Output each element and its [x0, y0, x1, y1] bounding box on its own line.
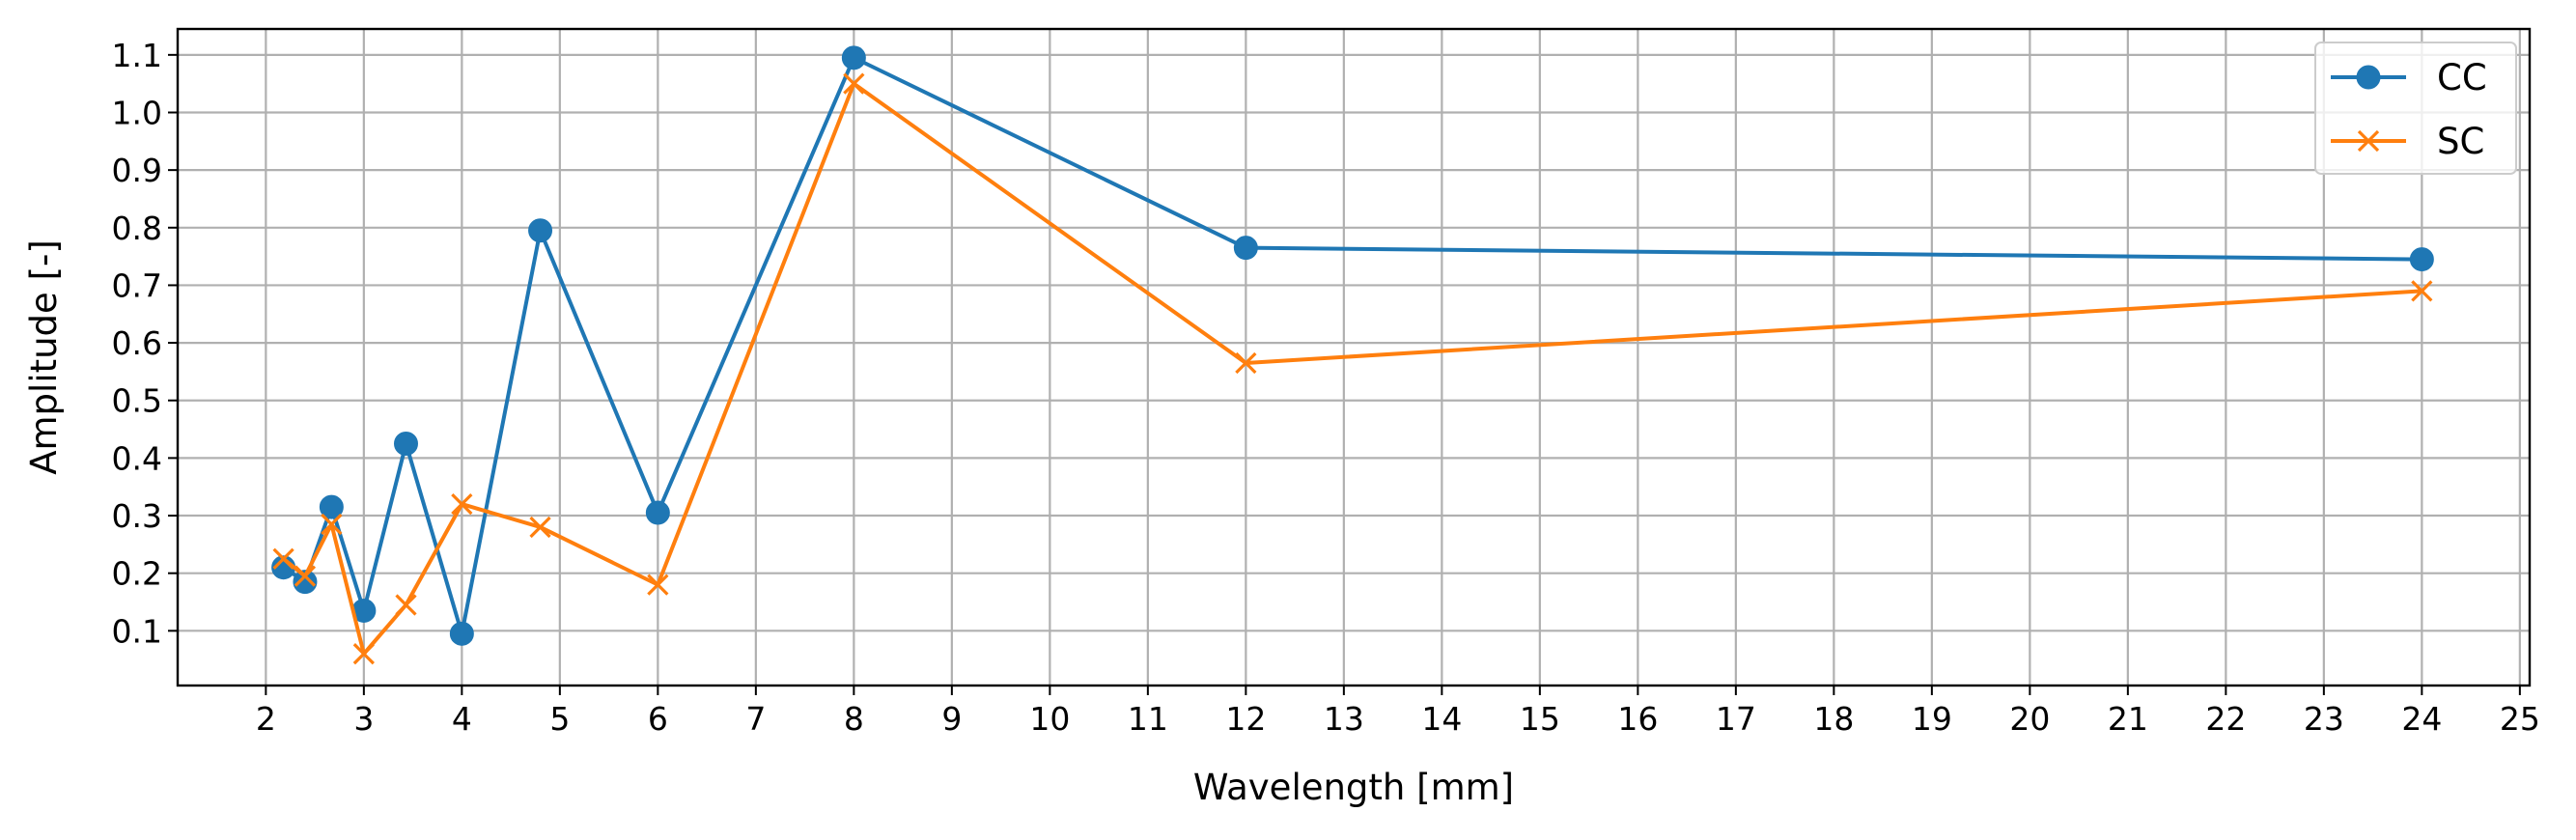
series-sc-point-stroke — [395, 594, 417, 616]
legend-marker-sc-stroke — [2357, 129, 2380, 153]
series-sc-point-stroke — [1235, 351, 1257, 375]
x-tick-label: 15 — [1520, 700, 1560, 738]
x-tick-label: 3 — [353, 700, 374, 738]
x-tick-label: 2 — [256, 700, 276, 738]
series-sc-point — [2411, 280, 2433, 302]
series-sc-point — [395, 594, 417, 616]
y-tick-label: 1.0 — [112, 94, 162, 131]
legend-entries: CC SC — [2331, 57, 2487, 162]
y-tick-label: 1.1 — [112, 37, 162, 74]
y-axis: 0.1 0.2 0.3 0.4 0.5 0.6 0.7 0.8 0.9 1.0 1.1 — [112, 37, 178, 650]
x-tick-label: 9 — [941, 700, 962, 738]
series-sc-point-stroke — [272, 547, 294, 570]
y-tick-label: 0.1 — [112, 612, 162, 650]
x-tick-label: 7 — [745, 700, 766, 738]
series-layer — [271, 45, 2434, 665]
series-cc-point — [2409, 247, 2434, 272]
series-cc-point — [319, 494, 344, 519]
x-tick-label: 6 — [648, 700, 668, 738]
series-sc-point-stroke — [321, 513, 343, 536]
x-tick-label: 24 — [2401, 700, 2442, 738]
x-tick-label: 25 — [2500, 700, 2540, 738]
series-sc-point — [451, 492, 473, 516]
y-tick-label: 0.2 — [112, 555, 162, 593]
y-axis-label: Amplitude [-] — [23, 239, 65, 475]
legend: CC SC — [2314, 42, 2517, 175]
x-tick-label: 5 — [549, 700, 570, 738]
series-cc-point — [293, 570, 318, 595]
x-tick-label: 13 — [1324, 700, 1364, 738]
series-sc-point-stroke — [2411, 280, 2433, 302]
series-cc-point — [528, 218, 553, 243]
x-tick-label: 22 — [2205, 700, 2246, 738]
series-sc-point-stroke — [843, 72, 865, 95]
series-sc-point — [294, 565, 317, 587]
series-cc-point — [393, 431, 418, 456]
series-sc-point — [647, 574, 669, 596]
series-sc-point — [1235, 351, 1257, 375]
series-sc-point-stroke — [647, 574, 669, 596]
series-sc-point — [352, 643, 375, 665]
x-tick-label: 17 — [1716, 700, 1756, 738]
series-sc-point-stroke — [352, 643, 375, 665]
x-tick-label: 8 — [844, 700, 864, 738]
series-cc-point — [449, 621, 474, 646]
series-sc-point-stroke — [451, 492, 473, 516]
legend-label-sc: SC — [2437, 121, 2484, 162]
legend-entry-cc: CC — [2331, 57, 2487, 98]
x-tick-label: 19 — [1912, 700, 1952, 738]
series-sc-point-stroke — [294, 565, 317, 587]
series-cc-point — [1233, 236, 1258, 261]
x-tick-label: 10 — [1029, 700, 1070, 738]
y-tick-label: 0.7 — [112, 266, 162, 304]
x-tick-label: 23 — [2304, 700, 2344, 738]
series-sc-point — [272, 547, 294, 570]
x-tick-label: 11 — [1128, 700, 1168, 738]
x-tick-label: 20 — [2009, 700, 2050, 738]
legend-entry-sc: SC — [2331, 121, 2484, 162]
series-sc — [272, 72, 2433, 665]
series-cc-point — [645, 500, 670, 525]
y-tick-label: 0.6 — [112, 324, 162, 362]
x-tick-label: 18 — [1813, 700, 1854, 738]
x-axis-label: Wavelength [mm] — [1193, 767, 1514, 808]
x-tick-label: 21 — [2108, 700, 2148, 738]
series-sc-point — [529, 516, 551, 539]
grid — [178, 29, 2530, 686]
legend-label-cc: CC — [2437, 57, 2487, 98]
y-tick-label: 0.4 — [112, 439, 162, 477]
x-tick-label: 12 — [1225, 700, 1266, 738]
y-tick-label: 0.3 — [112, 497, 162, 535]
y-tick-label: 0.9 — [112, 152, 162, 189]
x-tick-label: 4 — [452, 700, 472, 738]
series-cc-point — [841, 45, 866, 70]
legend-marker-cc — [2356, 65, 2381, 90]
plot-frame — [176, 27, 2532, 687]
series-sc-point-stroke — [529, 516, 551, 539]
y-tick-label: 0.8 — [112, 210, 162, 247]
series-sc-point — [843, 72, 865, 95]
series-sc-point — [321, 513, 343, 536]
x-tick-label: 14 — [1421, 700, 1462, 738]
x-tick-label: 16 — [1617, 700, 1658, 738]
x-axis: 2 3 4 5 6 7 8 9 10 11 12 13 14 15 16 17 18 19 20 21 22 23 24 25 — [256, 686, 2540, 738]
legend-marker-sc — [2357, 129, 2380, 153]
y-tick-label: 0.5 — [112, 382, 162, 420]
